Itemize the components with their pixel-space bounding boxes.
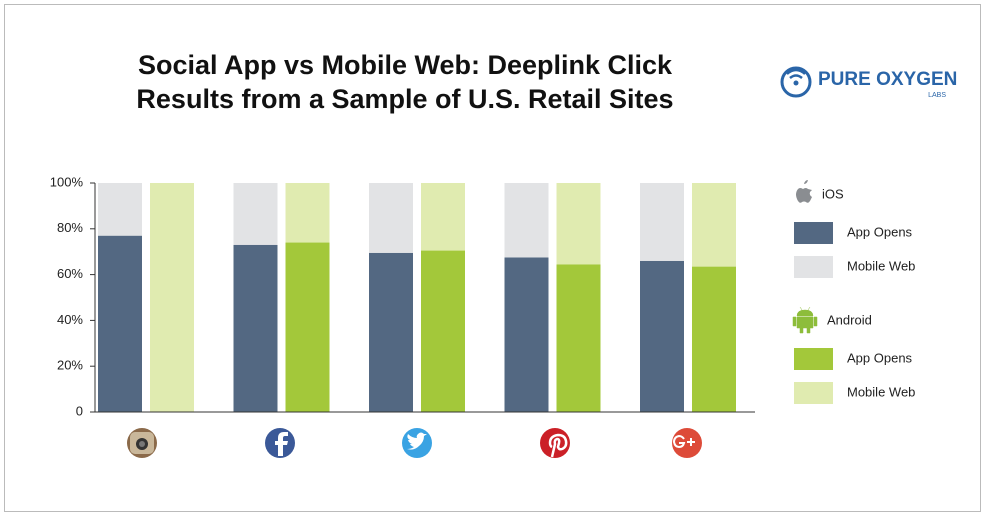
logo-sub: LABS [928,92,946,99]
logo: PURE OXYGEN LABS [780,66,957,99]
bar-segment [233,183,278,245]
y-tick-label: 80% [57,220,83,235]
legend-label: Mobile Web [847,258,915,273]
bar-segment [556,264,601,412]
legend-swatch [794,222,833,244]
bar-segment [421,250,465,412]
bar-segment [692,266,736,412]
logo-name: PURE OXYGEN [818,69,957,90]
legend-label: Mobile Web [847,384,915,399]
bar-segment [369,183,413,253]
y-tick-label: 0 [76,403,83,418]
legend-swatch [794,256,833,278]
legend-label: App Opens [847,350,913,365]
bar-segment [556,183,601,265]
chart-title: Social App vs Mobile Web: Deeplink Click… [136,50,674,114]
bar-segment [640,183,684,261]
legend-group: Android [827,312,872,327]
bar-segment [233,244,278,412]
bar-segment [692,183,736,267]
bar-segment [98,235,142,412]
legend-swatch [794,348,833,370]
bar-segment [504,257,549,412]
y-tick-label: 60% [57,266,83,281]
bar-segment [98,183,142,236]
legend-label: App Opens [847,224,913,239]
y-tick-label: 40% [57,312,83,327]
bar-segment [369,252,413,412]
bar-segment [640,260,684,412]
bar-segment [285,242,330,412]
bar-segment [504,183,549,258]
bar-segment [285,183,330,243]
bar-segment [150,183,194,412]
frame [4,4,981,512]
y-tick-label: 20% [57,358,83,373]
legend-group: iOS [822,186,844,201]
category-icons [127,428,702,458]
y-tick-label: 100% [50,174,84,189]
legend-swatch [794,382,833,404]
bar-segment [421,183,465,251]
legend-icons [792,180,818,334]
